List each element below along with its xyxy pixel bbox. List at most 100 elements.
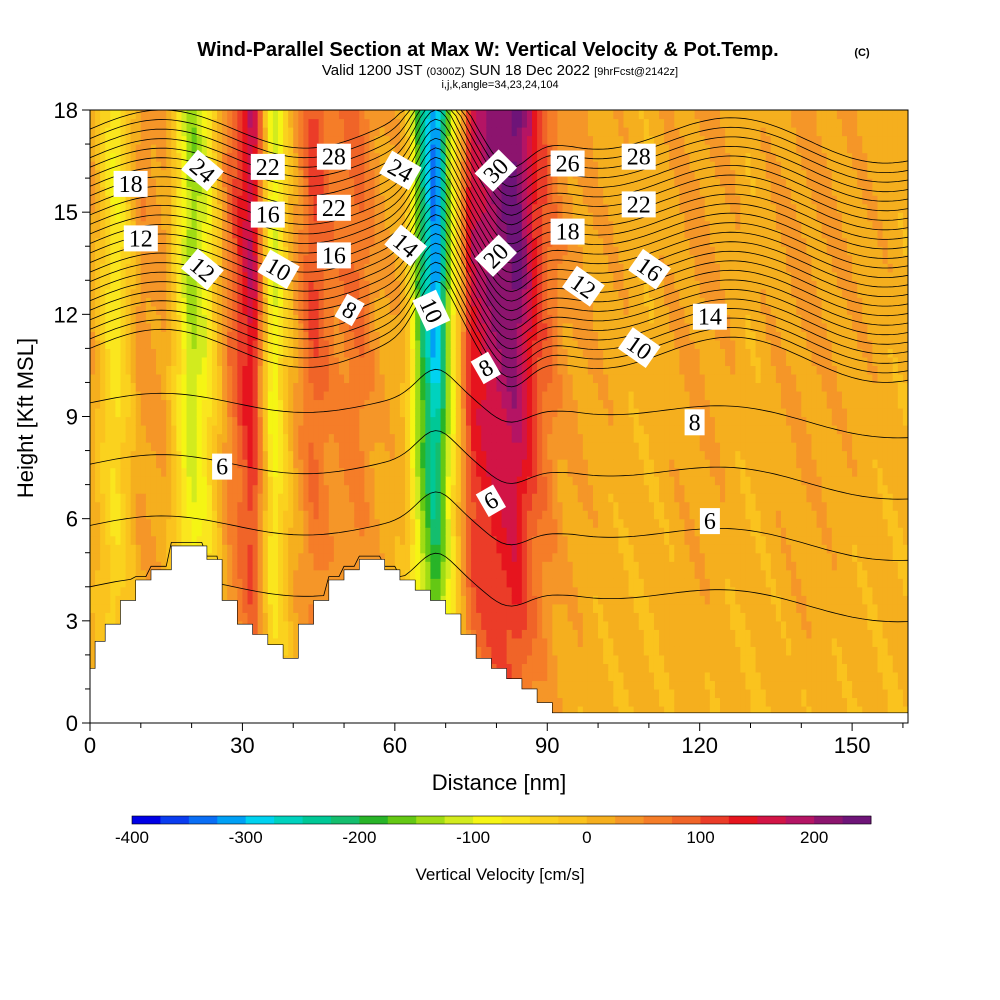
velocity-cell: [283, 459, 289, 469]
velocity-cell: [430, 425, 437, 435]
velocity-cell: [420, 450, 426, 460]
velocity-cell: [90, 280, 96, 290]
velocity-cell: [181, 297, 188, 307]
velocity-cell: [232, 212, 238, 222]
velocity-cell: [333, 501, 340, 511]
velocity-cell: [100, 322, 106, 332]
velocity-cell: [313, 459, 320, 469]
velocity-cell: [237, 178, 244, 188]
velocity-cell: [166, 110, 172, 120]
velocity-cell: [206, 127, 213, 137]
velocity-cell: [359, 442, 365, 452]
velocity-cell: [166, 127, 172, 137]
velocity-cell: [156, 356, 162, 367]
velocity-cell: [328, 382, 335, 392]
velocity-cell: [247, 127, 254, 137]
velocity-cell: [369, 535, 376, 545]
velocity-cell: [415, 425, 421, 435]
velocity-cell: [120, 390, 127, 401]
velocity-cell: [262, 450, 269, 460]
velocity-cell: [257, 467, 264, 477]
velocity-cell: [247, 280, 254, 290]
velocity-cell: [283, 518, 289, 528]
velocity-cell: [130, 416, 137, 426]
velocity-cell: [227, 280, 233, 290]
velocity-cell: [338, 280, 345, 290]
velocity-cell: [272, 110, 279, 120]
velocity-cell: [338, 484, 345, 494]
velocity-cell: [201, 314, 208, 324]
velocity-cell: [191, 518, 198, 528]
velocity-cell: [110, 195, 116, 205]
velocity-cell: [338, 476, 345, 486]
velocity-cell: [232, 390, 238, 401]
velocity-cell: [115, 552, 122, 562]
velocity-cell: [262, 390, 269, 401]
velocity-cell: [303, 578, 310, 588]
velocity-cell: [303, 237, 310, 247]
velocity-cell: [277, 229, 284, 239]
velocity-cell: [161, 348, 167, 358]
velocity-cell: [323, 229, 330, 239]
velocity-cell: [389, 373, 396, 384]
velocity-cell: [349, 399, 355, 409]
velocity-cell: [95, 195, 101, 205]
velocity-cell: [313, 493, 320, 503]
velocity-cell: [130, 348, 137, 358]
velocity-cell: [120, 118, 127, 128]
velocity-cell: [405, 569, 411, 579]
velocity-cell: [237, 288, 244, 298]
velocity-cell: [252, 544, 259, 554]
velocity-cell: [359, 169, 365, 179]
velocity-cell: [262, 135, 269, 145]
velocity-cell: [420, 467, 426, 477]
velocity-cell: [150, 152, 157, 162]
velocity-cell: [105, 169, 111, 179]
velocity-cell: [313, 416, 320, 426]
velocity-cell: [328, 271, 335, 281]
velocity-cell: [247, 229, 254, 239]
velocity-cell: [288, 118, 294, 128]
velocity-cell: [415, 527, 421, 537]
velocity-cell: [359, 288, 365, 298]
velocity-cell: [227, 271, 233, 281]
velocity-cell: [222, 407, 228, 418]
velocity-cell: [252, 450, 259, 460]
velocity-cell: [415, 178, 421, 188]
velocity-cell: [252, 484, 259, 494]
velocity-cell: [150, 407, 157, 418]
velocity-cell: [313, 297, 320, 307]
velocity-cell: [181, 314, 188, 324]
velocity-cell: [110, 552, 116, 562]
velocity-cell: [247, 476, 254, 486]
velocity-cell: [232, 314, 238, 324]
velocity-cell: [308, 552, 315, 562]
velocity-cell: [115, 314, 122, 324]
velocity-cell: [135, 314, 142, 324]
velocity-cell: [222, 476, 228, 486]
velocity-cell: [140, 263, 147, 273]
velocity-cell: [389, 510, 396, 520]
velocity-cell: [217, 527, 223, 537]
velocity-cell: [425, 484, 432, 494]
velocity-cell: [211, 416, 218, 426]
velocity-cell: [227, 518, 233, 528]
velocity-cell: [115, 288, 122, 298]
velocity-cell: [217, 229, 223, 239]
velocity-cell: [364, 484, 371, 494]
velocity-cell: [90, 348, 96, 358]
velocity-cell: [354, 314, 360, 324]
velocity-cell: [227, 305, 233, 315]
velocity-cell: [435, 467, 442, 477]
velocity-cell: [105, 484, 111, 494]
velocity-cell: [217, 373, 223, 384]
velocity-cell: [196, 382, 203, 392]
velocity-cell: [130, 586, 137, 596]
velocity-cell: [227, 578, 233, 588]
velocity-cell: [135, 390, 142, 401]
velocity-cell: [369, 433, 376, 443]
velocity-cell: [308, 297, 315, 307]
velocity-cell: [166, 161, 172, 171]
velocity-cell: [354, 484, 360, 494]
velocity-cell: [349, 442, 355, 452]
